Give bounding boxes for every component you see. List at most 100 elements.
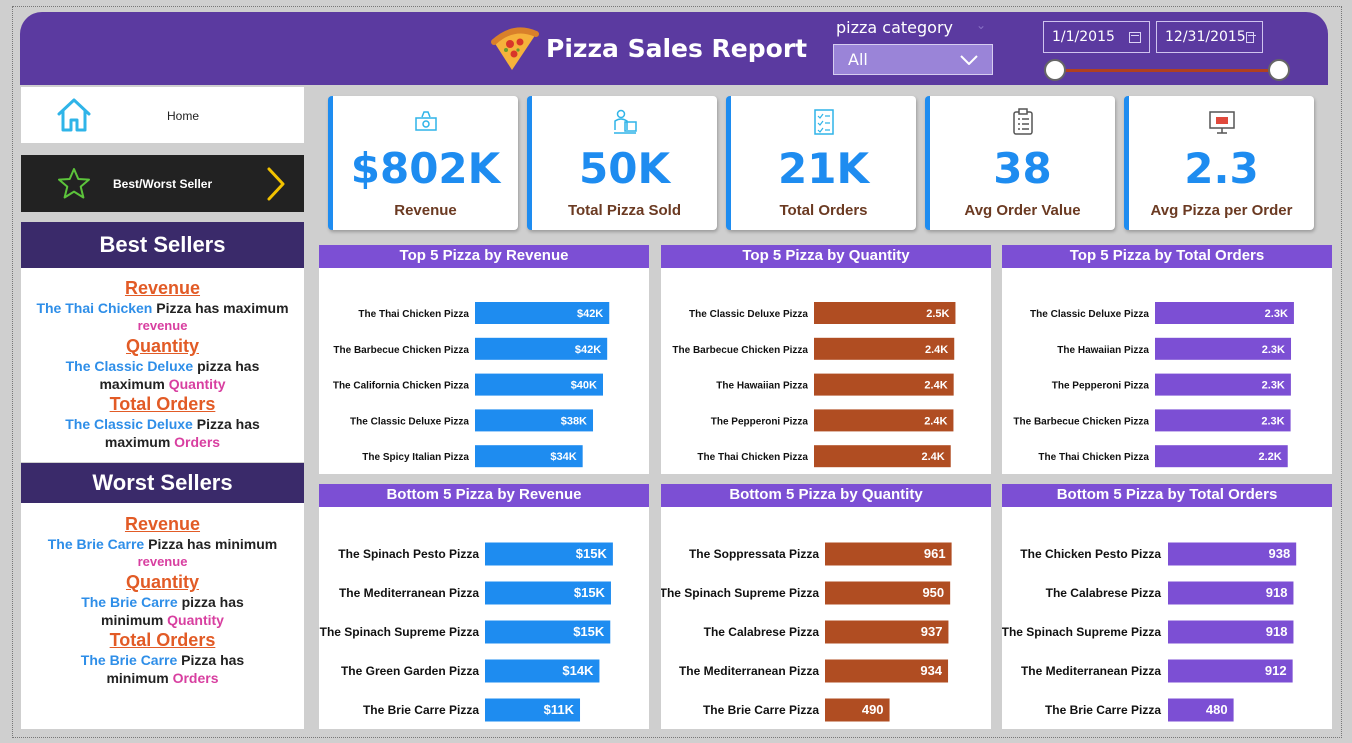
bar[interactable] [475, 445, 583, 468]
category-label: The Brie Carre Pizza [1045, 703, 1161, 717]
bar[interactable] [825, 581, 951, 605]
bar[interactable] [1168, 620, 1294, 644]
chart-panel-bottom-quantity: Bottom 5 Pizza by Quantity The Soppressa… [661, 484, 991, 729]
bar-chart-bottom-orders: The Chicken Pesto Pizza 938 The Calabrese … [1002, 542, 1297, 722]
kpi-value: $802K [350, 144, 501, 193]
best-worst-label: Best/Worst Seller [113, 177, 213, 191]
best-quantity-text: The Classic Deluxe pizza has [21, 357, 304, 375]
worst-quantity-word: Quantity [167, 612, 224, 628]
bar[interactable] [825, 620, 949, 644]
start-date-value: 1/1/2015 [1052, 29, 1115, 45]
bar[interactable] [814, 337, 955, 360]
end-date-input[interactable]: 12/31/2015 [1156, 21, 1263, 53]
best-revenue-word: revenue [137, 318, 188, 333]
data-label: 912 [1265, 663, 1287, 678]
bar[interactable] [485, 659, 600, 683]
category-label: The Barbecue Chicken Pizza [333, 345, 469, 356]
worst-revenue-word: revenue [137, 554, 188, 569]
bar[interactable] [1155, 409, 1291, 432]
best-revenue-desc: Pizza has maximum [156, 300, 289, 316]
data-label: $38K [561, 415, 587, 427]
kpi-label: Avg Pizza per Order [1150, 202, 1293, 219]
kpi-value: 2.3 [1184, 144, 1259, 193]
date-range-slider-track[interactable] [1054, 69, 1280, 72]
monitor-icon [1208, 111, 1235, 134]
category-label: The Brie Carre Pizza [363, 703, 479, 717]
bar[interactable] [814, 302, 956, 324]
data-label: 2.4K [924, 415, 947, 427]
bar[interactable] [485, 698, 581, 722]
bar[interactable] [1168, 698, 1234, 722]
calendar-icon[interactable] [1129, 31, 1141, 43]
bar[interactable] [1155, 302, 1294, 324]
bar[interactable] [475, 373, 603, 396]
bar[interactable] [485, 542, 613, 566]
bar[interactable] [485, 581, 611, 605]
category-label: The California Chicken Pizza [333, 381, 470, 392]
chart-panel-top-quantity: Top 5 Pizza by Quantity The Classic Delu… [661, 245, 991, 474]
worst-orders-line2: minimum Orders [21, 669, 304, 687]
category-label: The Mediterranean Pizza [339, 586, 479, 600]
best-sellers-heading: Best Sellers [21, 222, 304, 268]
date-slider-end-handle[interactable] [1268, 59, 1290, 81]
chart-panel-top-orders: Top 5 Pizza by Total Orders The Classic … [1002, 245, 1332, 474]
data-label: $42K [575, 344, 601, 356]
category-dropdown[interactable]: All [833, 44, 993, 75]
bar[interactable] [825, 659, 949, 683]
bar[interactable] [1155, 337, 1292, 360]
kpi-card-total-orders: 21K Total Orders [726, 96, 916, 230]
worst-orders-pizza: The Brie Carre [80, 652, 178, 668]
best-quantity-title: Quantity [125, 336, 199, 356]
category-label: The Thai Chicken Pizza [1038, 452, 1149, 463]
category-label: The Spinach Supreme Pizza [320, 625, 480, 639]
best-worst-seller-button[interactable]: Best/Worst Seller [21, 155, 304, 212]
data-label: $15K [576, 546, 608, 561]
bar[interactable] [825, 542, 952, 566]
bar[interactable] [814, 409, 954, 432]
bar[interactable] [1155, 373, 1291, 396]
bar[interactable] [475, 302, 610, 324]
best-orders-line2: maximum Orders [21, 433, 304, 451]
money-icon [414, 111, 437, 131]
data-label: 480 [1206, 702, 1228, 717]
data-label: 2.2K [1258, 451, 1281, 463]
chevron-down-icon[interactable]: ⌄ [976, 18, 987, 32]
bar[interactable] [1168, 659, 1293, 683]
worst-quantity-line2: minimum Quantity [21, 611, 304, 629]
worst-sellers-card: Worst Sellers Revenue The Brie Carre Piz… [21, 463, 304, 729]
start-date-input[interactable]: 1/1/2015 [1043, 21, 1150, 53]
data-label: $15K [574, 585, 606, 600]
category-label: The Pepperoni Pizza [711, 416, 809, 427]
worst-revenue-text: The Brie Carre Pizza has minimum [21, 535, 304, 553]
bar[interactable] [814, 373, 954, 396]
bar[interactable] [475, 409, 594, 432]
worst-quantity-desc2: minimum [101, 612, 164, 628]
data-label: $42K [577, 308, 603, 320]
best-revenue-title: Revenue [124, 278, 201, 298]
worst-orders-text: The Brie Carre Pizza has [21, 651, 304, 669]
bar[interactable] [1155, 445, 1288, 468]
bar[interactable] [814, 445, 951, 468]
best-orders-pizza: The Classic Deluxe [65, 416, 193, 432]
category-label: The Brie Carre Pizza [703, 703, 819, 717]
home-button[interactable]: Home [21, 87, 304, 143]
best-orders-title: Total Orders [109, 394, 216, 414]
category-dropdown-value: All [848, 50, 868, 69]
bar[interactable] [485, 620, 611, 644]
category-label: The Classic Deluxe Pizza [689, 309, 808, 320]
data-label: $14K [562, 663, 594, 678]
category-label: The Thai Chicken Pizza [697, 452, 808, 463]
chart-panel-top-revenue: Top 5 Pizza by Revenue The Thai Chicken … [319, 245, 649, 474]
bar[interactable] [1168, 581, 1294, 605]
pizza-icon [491, 27, 539, 70]
date-slider-start-handle[interactable] [1044, 59, 1066, 81]
bar[interactable] [1168, 542, 1297, 566]
worst-orders-desc: Pizza has [181, 652, 245, 668]
calendar-icon[interactable] [1245, 31, 1257, 43]
bar[interactable] [475, 337, 608, 360]
worst-quantity-desc: pizza has [181, 594, 244, 610]
worst-quantity-text: The Brie Carre pizza has [21, 593, 304, 611]
data-label: 961 [924, 546, 946, 561]
best-quantity-desc2: maximum [99, 376, 165, 392]
bar[interactable] [825, 698, 890, 722]
